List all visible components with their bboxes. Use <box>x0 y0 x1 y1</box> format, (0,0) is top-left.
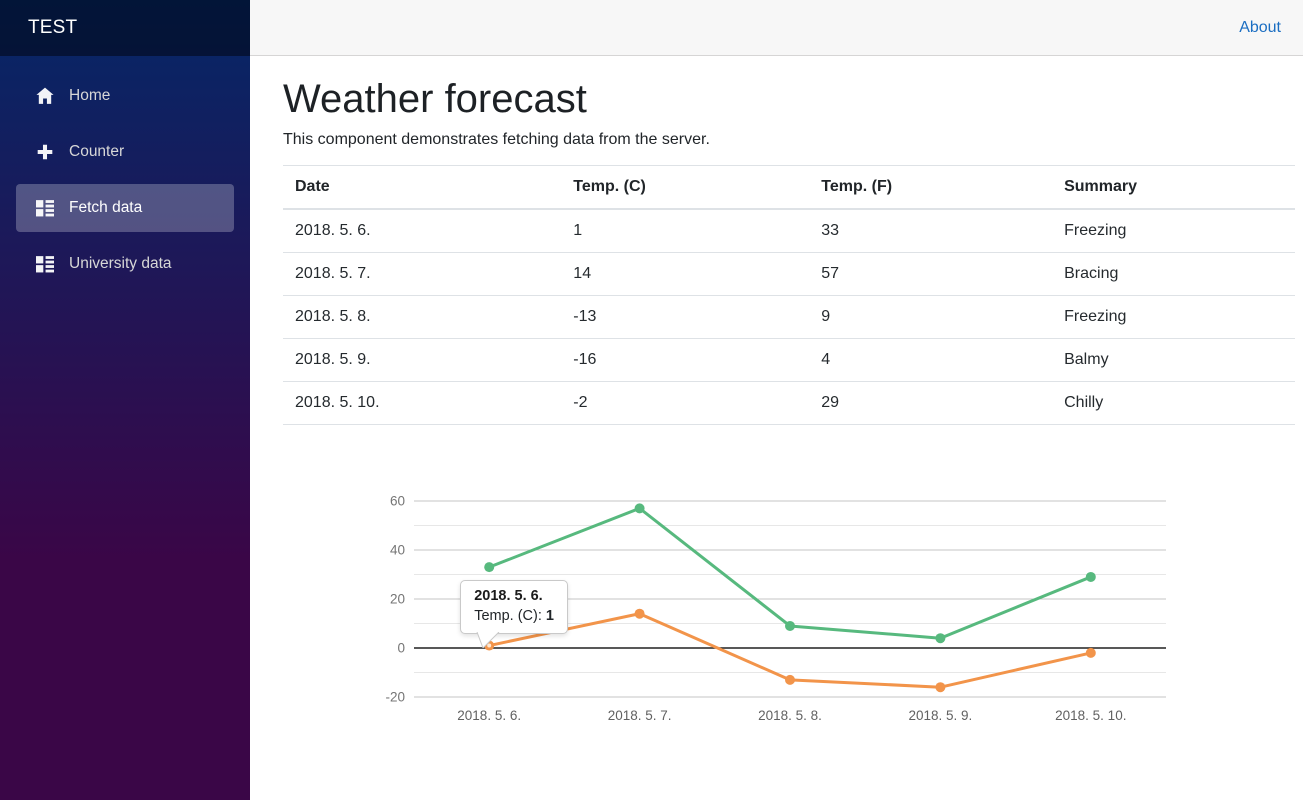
plus-icon <box>36 143 54 161</box>
table-cell: -13 <box>561 295 810 339</box>
table-row: 2018. 5. 10. -2 29 Chilly <box>283 381 1295 425</box>
sidebar-item-fetch-data[interactable]: Fetch data <box>16 184 234 232</box>
table-cell: 2018. 5. 6. <box>283 208 562 253</box>
tooltip-caret <box>476 631 500 648</box>
temperature-chart[interactable]: 60 40 20 0 -20 2018. 5. 6. 2018. 5. 7. 2018. 5.… <box>371 487 1183 732</box>
chart-tooltip: 2018. 5. 6. Temp. (C): 1 <box>460 579 568 648</box>
table-cell: 29 <box>809 381 1053 425</box>
data-point[interactable] <box>1085 647 1096 658</box>
data-point[interactable] <box>634 608 645 619</box>
top-bar: About <box>250 0 1303 56</box>
hovered-point-center <box>487 643 492 648</box>
list-rich-icon <box>36 255 54 273</box>
table-cell: Freezing <box>1052 208 1295 253</box>
table-cell: 2018. 5. 9. <box>283 338 562 382</box>
table-row: 2018. 5. 6. 1 33 Freezing <box>283 208 1295 253</box>
sidebar-item-label: University data <box>69 255 172 272</box>
sidebar-nav: Home Counter Fetch data University data <box>0 56 250 288</box>
col-header-temp-f: Temp. (F) <box>809 165 1053 210</box>
table-header-row: Date Temp. (C) Temp. (F) Summary <box>283 165 1295 210</box>
about-link[interactable]: About <box>1239 18 1281 36</box>
y-axis-label: 0 <box>397 641 405 656</box>
data-point[interactable] <box>935 633 946 644</box>
sidebar-item-label: Counter <box>69 143 125 160</box>
table-cell: 2018. 5. 7. <box>283 252 562 296</box>
y-axis-label: 60 <box>390 494 405 509</box>
table-cell: 14 <box>561 252 810 296</box>
table-cell: Chilly <box>1052 381 1295 425</box>
table-cell: 2018. 5. 10. <box>283 381 562 425</box>
table-cell: -2 <box>561 381 810 425</box>
data-point[interactable] <box>634 503 645 514</box>
sidebar-item-university-data[interactable]: University data <box>16 240 234 288</box>
x-axis-label: 2018. 5. 8. <box>758 708 822 723</box>
main-area: About Weather forecast This component de… <box>250 0 1303 800</box>
y-axis-label: 40 <box>390 543 405 558</box>
table-cell: 33 <box>809 208 1053 253</box>
tooltip-value-line: Temp. (C): 1 <box>474 607 554 624</box>
table-cell: 57 <box>809 252 1053 296</box>
series-line <box>487 506 1093 640</box>
table-cell: 2018. 5. 8. <box>283 295 562 339</box>
table-cell: -16 <box>561 338 810 382</box>
data-point[interactable] <box>935 682 946 693</box>
brand-row: TEST <box>0 0 250 56</box>
sidebar-item-label: Fetch data <box>69 199 143 216</box>
table-cell: Balmy <box>1052 338 1295 382</box>
app-brand[interactable]: TEST <box>28 17 78 38</box>
sidebar-item-label: Home <box>69 87 111 104</box>
table-row: 2018. 5. 9. -16 4 Balmy <box>283 338 1295 382</box>
forecast-table: Date Temp. (C) Temp. (F) Summary 2018. 5… <box>283 165 1295 425</box>
table-row: 2018. 5. 8. -13 9 Freezing <box>283 295 1295 339</box>
table-cell: Freezing <box>1052 295 1295 339</box>
x-axis-label: 2018. 5. 7. <box>608 708 672 723</box>
sidebar-item-counter[interactable]: Counter <box>16 128 234 176</box>
tooltip-title: 2018. 5. 6. <box>474 587 543 604</box>
list-rich-icon <box>36 199 54 217</box>
table-cell: 1 <box>561 208 810 253</box>
y-axis-label: -20 <box>385 690 405 705</box>
col-header-summary: Summary <box>1052 165 1295 210</box>
content: Weather forecast This component demonstr… <box>250 56 1303 800</box>
table-cell: 9 <box>809 295 1053 339</box>
x-axis-label: 2018. 5. 9. <box>908 708 972 723</box>
col-header-temp-c: Temp. (C) <box>561 165 810 210</box>
home-icon <box>36 87 54 105</box>
table-cell: Bracing <box>1052 252 1295 296</box>
sidebar-item-home[interactable]: Home <box>16 72 234 120</box>
page-title: Weather forecast <box>283 77 587 121</box>
sidebar: TEST Home Counter Fetch data <box>0 0 250 800</box>
table-cell: 4 <box>809 338 1053 382</box>
y-axis-label: 20 <box>390 592 405 607</box>
data-point[interactable] <box>785 674 795 685</box>
table-row: 2018. 5. 7. 14 57 Bracing <box>283 252 1295 296</box>
data-point[interactable] <box>785 620 795 631</box>
data-point[interactable] <box>484 562 495 573</box>
data-point[interactable] <box>1085 571 1096 582</box>
x-axis-label: 2018. 5. 6. <box>457 708 521 723</box>
page-description: This component demonstrates fetching dat… <box>283 131 710 148</box>
col-header-date: Date <box>283 165 562 210</box>
x-axis-label: 2018. 5. 10. <box>1055 708 1126 723</box>
